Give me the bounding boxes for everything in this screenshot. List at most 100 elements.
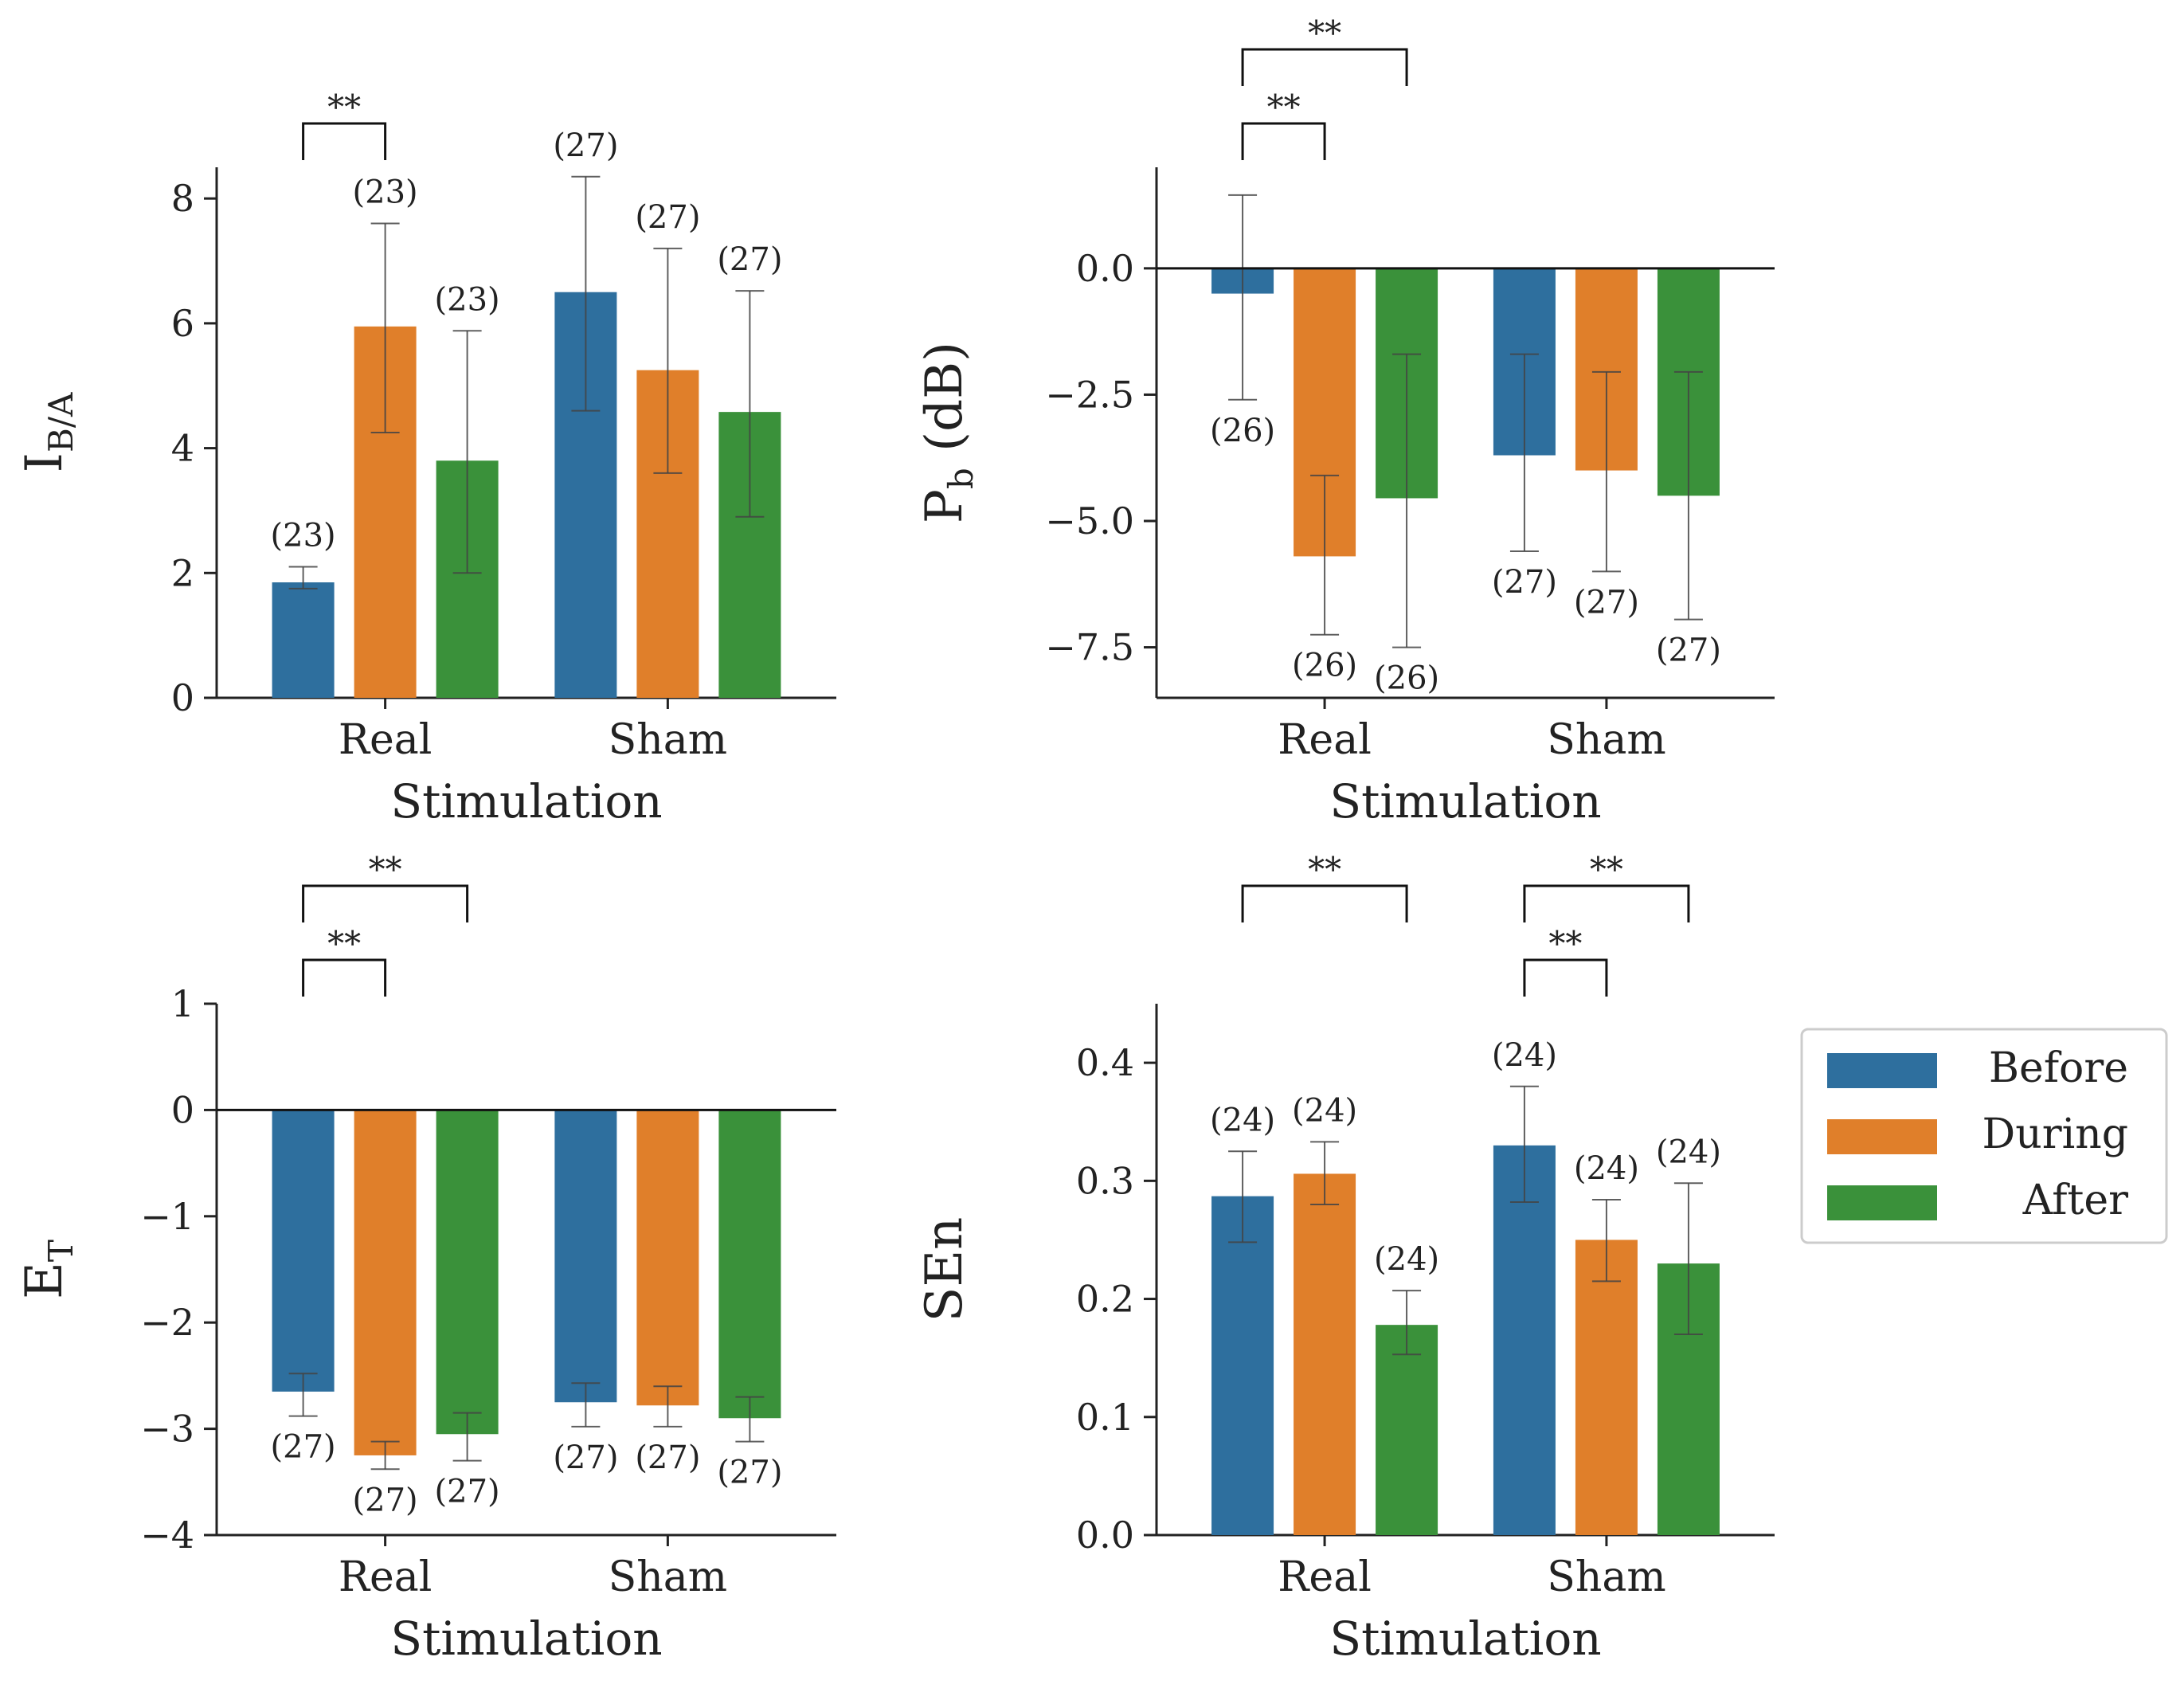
significance-bracket	[1241, 122, 1326, 160]
y-tick-label: 0.4	[1076, 1041, 1134, 1084]
bar-during-real	[1294, 1173, 1356, 1535]
n-label: (23)	[353, 174, 418, 211]
legend-label-after: After	[2022, 1177, 2129, 1224]
bar-before-sham	[554, 1110, 617, 1403]
x-axis-label: Stimulation	[390, 1612, 662, 1666]
y-tick-label: −2.5	[1045, 373, 1134, 416]
bar-before-real	[272, 1110, 335, 1392]
legend: Before During After	[1800, 1028, 2168, 1244]
y-tick-label: −1	[140, 1195, 194, 1238]
y-tick-label: 0.0	[1076, 1514, 1134, 1557]
y-axis-label: ET	[15, 1240, 80, 1299]
n-label: (23)	[435, 281, 500, 318]
x-tick-label: Sham	[1547, 716, 1665, 764]
n-label: (24)	[1210, 1102, 1275, 1138]
x-tick-label: Real	[1278, 716, 1372, 764]
significance-bracket	[1241, 884, 1408, 922]
significance-bracket	[1523, 884, 1690, 922]
n-label: (27)	[635, 199, 700, 236]
y-tick-label: 0.1	[1076, 1396, 1134, 1439]
legend-swatch-before	[1827, 1053, 1937, 1088]
x-axis-label: Stimulation	[1329, 774, 1601, 828]
bar-during-sham	[636, 1110, 699, 1406]
n-label: (27)	[1492, 564, 1557, 601]
y-tick-label: −2	[140, 1301, 194, 1344]
y-tick-label: 0.2	[1076, 1278, 1134, 1321]
bar-during-real	[354, 1110, 417, 1455]
n-label: (27)	[553, 1439, 618, 1476]
y-tick-label: 6	[171, 302, 194, 345]
significance-bracket	[302, 884, 469, 922]
chart-pb-db: 0.0 −2.5 −5.0 −7.5 Pb (dB) (26) (27) (26) (27) (2…	[915, 14, 1775, 828]
y-axis-label: Pb (dB)	[915, 342, 980, 523]
significance-label: **	[1308, 14, 1341, 53]
bar-before-real	[272, 582, 335, 698]
bar-after-sham	[718, 1110, 781, 1419]
n-label: (27)	[717, 241, 782, 278]
significance-label: **	[369, 850, 402, 889]
significance-label: **	[327, 924, 361, 963]
n-label: (26)	[1292, 648, 1357, 684]
x-tick-label: Real	[1278, 1553, 1372, 1601]
y-axis-label-main: E	[15, 1262, 74, 1299]
y-axis-label-sub: B/A	[41, 392, 80, 452]
n-label: (26)	[1374, 660, 1439, 697]
y-tick-label: 8	[171, 177, 194, 220]
y-tick-label: −7.5	[1045, 626, 1134, 669]
y-tick-label: 0.3	[1076, 1159, 1134, 1202]
n-label: (26)	[1210, 413, 1275, 449]
y-tick-label: 2	[171, 551, 194, 594]
x-tick-label: Sham	[1547, 1553, 1665, 1601]
n-label: (23)	[271, 517, 336, 554]
y-tick-label: −4	[140, 1514, 194, 1557]
chart-et: 1 0 −1 −2 −3 −4 ET (27) (27) (27) (27) (27) (27) Real…	[15, 850, 836, 1666]
bar-after-real	[436, 1110, 499, 1435]
bar-before-sham	[1493, 1145, 1556, 1535]
significance-bracket	[302, 958, 387, 997]
y-axis-label: SEn	[915, 1217, 974, 1322]
y-tick-label: 0.0	[1076, 247, 1134, 290]
y-axis-label-suffix: (dB)	[915, 342, 974, 468]
significance-label: **	[1590, 850, 1623, 889]
chart-ib-a: 0 2 4 6 8 IB/A (23) (27) (23) (27) (23) (27) Real Sha…	[15, 88, 836, 828]
n-label: (24)	[1374, 1241, 1439, 1278]
y-tick-label: 1	[171, 982, 194, 1025]
bar-after-real	[1376, 1325, 1438, 1535]
y-axis-label-main: P	[915, 489, 974, 523]
y-axis-label-sub: b	[941, 468, 980, 489]
x-tick-label: Real	[339, 716, 432, 764]
significance-label: **	[1548, 924, 1582, 963]
n-label: (27)	[1656, 633, 1721, 669]
x-axis-label: Stimulation	[390, 774, 662, 828]
significance-label: **	[327, 88, 361, 127]
chart-sen: 0.0 0.1 0.2 0.3 0.4 SEn (24) (24) (24) (24) (24) (2…	[915, 850, 1775, 1666]
n-label: (27)	[717, 1455, 782, 1491]
y-axis-label-main: I	[15, 452, 74, 472]
x-tick-label: Real	[339, 1553, 432, 1601]
n-label: (24)	[1656, 1134, 1721, 1170]
significance-bracket	[1241, 48, 1408, 86]
legend-label-during: During	[1982, 1110, 2128, 1158]
y-tick-label: 0	[171, 1088, 194, 1131]
legend-swatch-during	[1827, 1119, 1937, 1154]
x-tick-label: Sham	[609, 1553, 727, 1601]
n-label: (27)	[271, 1429, 336, 1466]
y-tick-label: 4	[171, 427, 194, 470]
n-label: (24)	[1492, 1037, 1557, 1074]
x-axis-label: Stimulation	[1329, 1612, 1601, 1666]
y-axis-label-main: SEn	[915, 1217, 974, 1322]
significance-label: **	[1308, 850, 1341, 889]
significance-bracket	[302, 122, 387, 160]
n-label: (27)	[553, 127, 618, 164]
n-label: (24)	[1292, 1092, 1357, 1129]
legend-label-before: Before	[1989, 1044, 2128, 1092]
y-axis-label: IB/A	[15, 392, 80, 472]
y-axis-label-sub: T	[41, 1240, 80, 1262]
n-label: (27)	[635, 1439, 700, 1476]
y-tick-label: −3	[140, 1408, 194, 1451]
significance-bracket	[1523, 958, 1608, 997]
n-label: (27)	[1574, 584, 1639, 621]
legend-swatch-after	[1827, 1185, 1937, 1220]
significance-label: **	[1267, 88, 1301, 127]
x-tick-label: Sham	[609, 716, 727, 764]
